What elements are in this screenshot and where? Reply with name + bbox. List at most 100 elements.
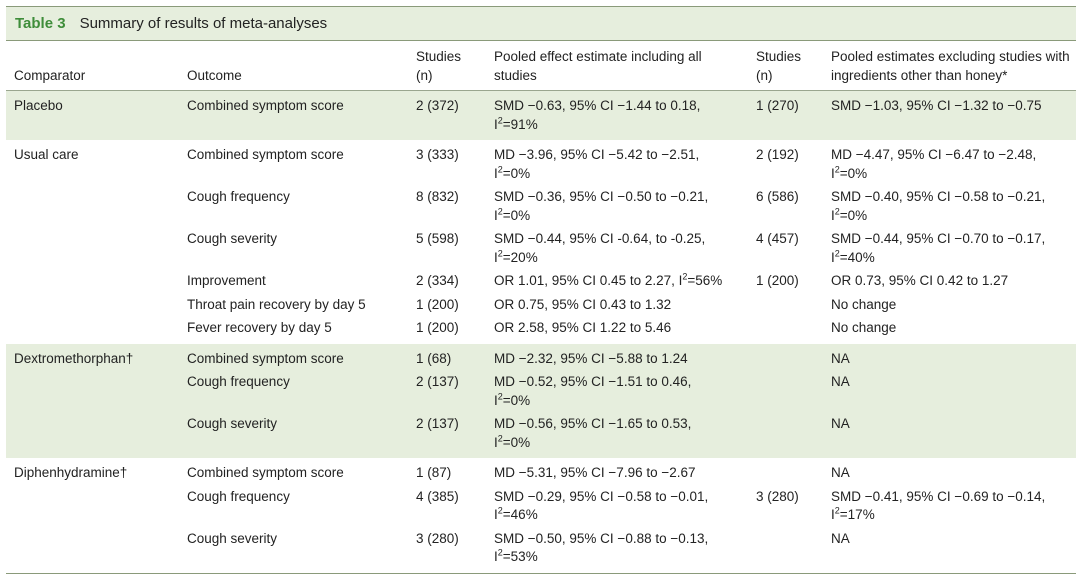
pooled-all-i2: I2=0% [494, 433, 530, 450]
cell-studies-excl [748, 412, 823, 458]
cell-studies-excl [748, 316, 823, 344]
table-title-bar: Table 3 Summary of results of meta-analy… [6, 6, 1076, 41]
cell-pooled-excl: SMD −1.03, 95% CI −1.32 to −0.75 [823, 91, 1076, 141]
table-row: Cough frequency 4 (385) SMD −0.29, 95% CI … [6, 485, 1076, 527]
table-row: Placebo Combined symptom score 2 (372) SMD … [6, 90, 1076, 141]
header-pooled-excl: Pooled estimates excluding studies with … [823, 41, 1076, 91]
pooled-all-text: MD −0.52, 95% CI −1.51 to 0.46, [494, 374, 692, 389]
cell-studies-all: 4 (385) [408, 485, 486, 527]
cell-outcome: Improvement [179, 269, 408, 293]
outcome-label: Cough frequency [187, 189, 290, 204]
table-header: Comparator Outcome Studies (n) Pooled ef… [6, 41, 1076, 91]
studies-all-value: 3 (333) [416, 147, 459, 162]
studies-all-value: 2 (137) [416, 374, 459, 389]
outcome-label: Combined symptom score [187, 98, 344, 113]
comparator-group: Diphenhydramine† Combined symptom score 1 … [6, 458, 1076, 574]
pooled-excl-text: SMD −0.41, 95% CI −0.69 to −0.14, [831, 488, 1046, 504]
cell-studies-excl: 4 (457) [748, 227, 823, 269]
comparator-label: Dextromethorphan† [14, 350, 134, 366]
table-title: Summary of results of meta-analyses [79, 15, 328, 32]
pooled-all-i2-sup: 2 [497, 547, 503, 558]
cell-pooled-excl: SMD −0.41, 95% CI −0.69 to −0.14, I2=17% [823, 485, 1076, 527]
header-outcome: Outcome [179, 41, 408, 91]
pooled-all-i2-eq: = [502, 392, 511, 408]
cell-studies-all: 8 (832) [408, 185, 486, 227]
pooled-all-i2-value: 0% [510, 207, 531, 223]
table-row: Usual care Combined symptom score 3 (333) M… [6, 140, 1076, 185]
pooled-excl-text: NA [831, 416, 850, 431]
outcome-label: Improvement [187, 273, 266, 288]
pooled-excl-text: SMD −1.03, 95% CI −1.32 to −0.75 [831, 98, 1042, 113]
pooled-all-i2: I2=53% [494, 547, 538, 564]
pooled-excl-i2: I2=0% [831, 207, 868, 223]
pooled-excl-i2: I2=0% [831, 165, 868, 181]
cell-pooled-all: OR 1.01, 95% CI 0.45 to 2.27, I2=56% [486, 269, 748, 293]
cell-comparator: Usual care [6, 140, 179, 185]
pooled-all-text: MD −0.56, 95% CI −1.65 to 0.53, [494, 416, 692, 431]
cell-outcome: Combined symptom score [179, 344, 408, 371]
cell-studies-excl [748, 370, 823, 412]
table-row: Dextromethorphan† Combined symptom score 1… [6, 343, 1076, 371]
cell-studies-all: 1 (200) [408, 316, 486, 344]
pooled-excl-i2-value: 17% [847, 507, 875, 522]
studies-all-value: 1 (68) [416, 350, 452, 366]
pooled-excl-i2-value: 0% [847, 165, 868, 181]
cell-outcome: Fever recovery by day 5 [179, 316, 408, 344]
studies-all-value: 1 (200) [416, 296, 459, 312]
cell-studies-excl [748, 344, 823, 371]
pooled-excl-text: No change [831, 296, 897, 312]
studies-all-value: 2 (137) [416, 416, 459, 431]
outcome-label: Combined symptom score [187, 465, 344, 480]
header-row: Comparator Outcome Studies (n) Pooled ef… [6, 41, 1076, 91]
comparator-group: Placebo Combined symptom score 2 (372) SMD … [6, 90, 1076, 141]
cell-studies-excl: 3 (280) [748, 485, 823, 527]
header-comparator: Comparator [6, 41, 179, 91]
cell-outcome: Cough severity [179, 526, 408, 574]
pooled-all-i2-sup: 2 [682, 271, 688, 282]
pooled-all-i2-i: I [494, 434, 498, 450]
table-label: Table 3 [15, 15, 66, 32]
pooled-excl-i2-value: 0% [847, 207, 868, 223]
studies-all-value: 1 (200) [416, 320, 459, 335]
pooled-all-i2-value: 0% [510, 392, 531, 408]
cell-pooled-all: OR 0.75, 95% CI 0.43 to 1.32 [486, 293, 748, 317]
cell-outcome: Throat pain recovery by day 5 [179, 293, 408, 317]
outcome-label: Combined symptom score [187, 350, 344, 366]
pooled-all-text: OR 0.75, 95% CI 0.43 to 1.32 [494, 296, 672, 312]
cell-pooled-all: MD −0.52, 95% CI −1.51 to 0.46, I2=0% [486, 370, 748, 412]
cell-studies-all: 2 (334) [408, 269, 486, 293]
pooled-all-i2: I2=46% [494, 506, 538, 522]
cell-studies-excl [748, 526, 823, 574]
cell-studies-excl [748, 458, 823, 485]
pooled-all-i2-eq: = [502, 507, 511, 522]
cell-outcome: Combined symptom score [179, 458, 408, 485]
pooled-all-i2-sup: 2 [497, 433, 503, 443]
header-pooled-all: Pooled effect estimate including all stu… [486, 41, 748, 91]
cell-outcome: Cough severity [179, 227, 408, 269]
table-row: Improvement 2 (334) OR 1.01, 95% CI 0.45 t… [6, 269, 1076, 293]
cell-outcome: Combined symptom score [179, 91, 408, 141]
studies-excl-value: 3 (280) [756, 488, 799, 504]
header-studies-all: Studies (n) [408, 41, 486, 91]
pooled-all-i2-eq: = [502, 116, 511, 132]
pooled-excl-text: No change [831, 320, 897, 335]
pooled-all-text: SMD −0.50, 95% CI −0.88 to −0.13, [494, 530, 709, 546]
pooled-excl-text: MD −4.47, 95% CI −6.47 to −2.48, [831, 147, 1037, 162]
pooled-all-i2-i: I [494, 165, 498, 181]
pooled-all-i2-sup: 2 [497, 164, 503, 174]
outcome-label: Cough severity [187, 530, 278, 546]
pooled-all-i2-eq: = [502, 434, 511, 450]
pooled-excl-i2-value: 40% [847, 249, 875, 265]
cell-studies-all: 1 (87) [408, 458, 486, 485]
studies-excl-value: 1 (270) [756, 98, 799, 113]
cell-pooled-excl: NA [823, 370, 1076, 412]
cell-comparator [6, 485, 179, 527]
pooled-all-i2: I2=20% [494, 249, 538, 265]
cell-comparator [6, 227, 179, 269]
cell-studies-all: 5 (598) [408, 227, 486, 269]
pooled-excl-i2-sup: 2 [834, 505, 840, 516]
cell-studies-all: 2 (137) [408, 412, 486, 458]
studies-excl-value: 6 (586) [756, 189, 799, 204]
cell-pooled-excl: NA [823, 458, 1076, 485]
cell-studies-all: 1 (68) [408, 344, 486, 371]
